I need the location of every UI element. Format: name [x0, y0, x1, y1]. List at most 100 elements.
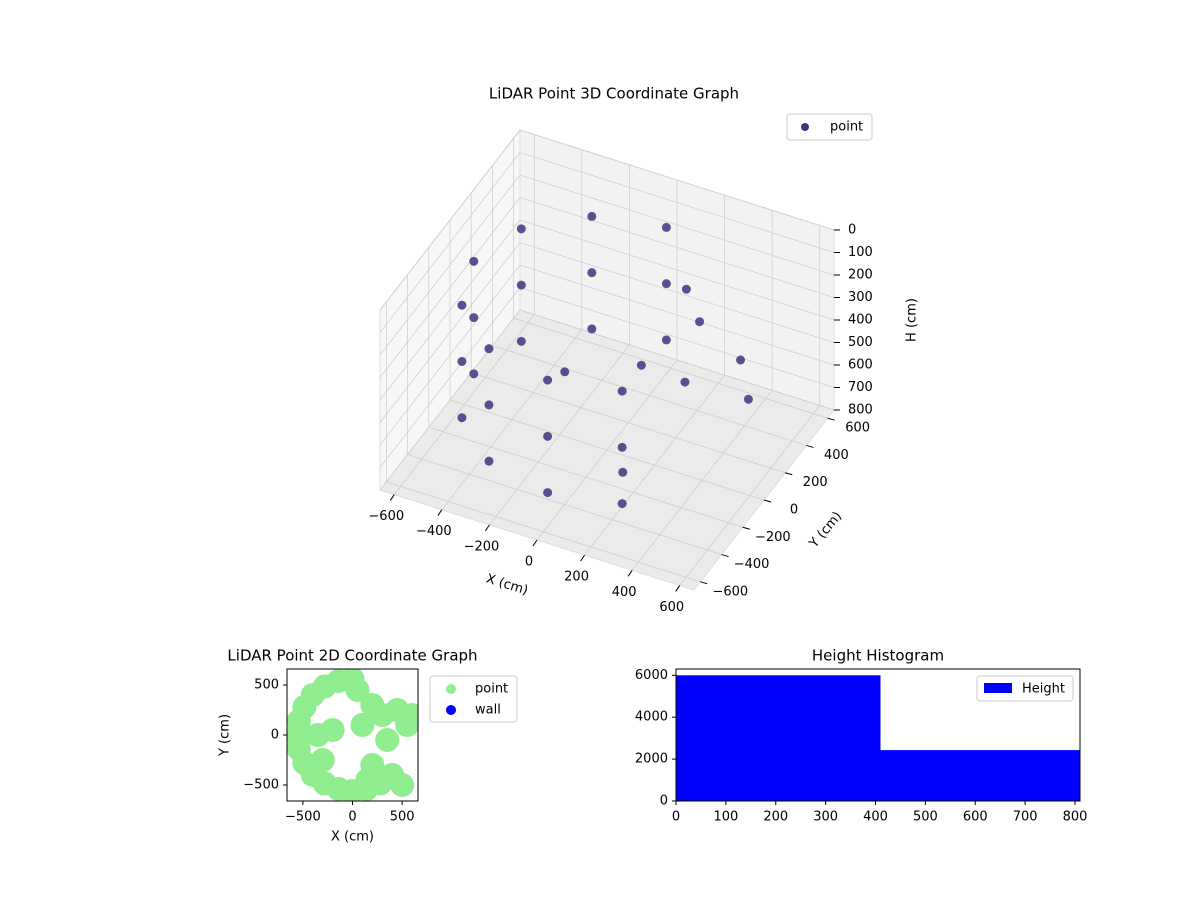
point	[661, 222, 671, 232]
point	[617, 499, 627, 509]
point	[617, 386, 627, 396]
point	[457, 300, 467, 310]
x-axis-label: X (cm)	[484, 572, 530, 599]
x-tick-label: 200	[763, 810, 788, 825]
point	[305, 723, 330, 747]
y-tick-label: −200	[755, 530, 791, 545]
point	[457, 413, 467, 423]
x-tick-label: −500	[285, 810, 321, 825]
y-tick-label: 500	[254, 678, 279, 693]
tick-mark	[437, 509, 443, 516]
chart-title: Height Histogram	[812, 647, 944, 665]
y-tick-label: −500	[243, 778, 279, 793]
grid-line	[379, 152, 521, 333]
grid-line	[379, 264, 521, 446]
y-tick-label: −600	[713, 584, 749, 599]
y-tick-label: 2000	[635, 752, 668, 767]
grid-line	[379, 129, 521, 311]
point	[736, 355, 746, 365]
grid-line	[519, 309, 835, 411]
tick-mark	[627, 570, 633, 577]
point	[469, 313, 479, 323]
legend-marker	[801, 123, 809, 131]
x-tick-label: 500	[390, 810, 415, 825]
point	[681, 284, 691, 294]
legend-label: point	[475, 682, 508, 697]
tick-mark	[785, 472, 793, 476]
x-tick-label: −400	[416, 524, 452, 539]
z-tick-label: 600	[848, 358, 873, 373]
tick-mark	[721, 554, 729, 558]
x-tick-label: 500	[913, 810, 938, 825]
legend-marker	[446, 705, 456, 715]
grid-line	[407, 454, 722, 555]
point	[587, 211, 597, 221]
chart-title: LiDAR Point 3D Coordinate Graph	[489, 85, 739, 103]
tick-mark	[389, 494, 395, 501]
y-tick-label: 6000	[635, 668, 668, 683]
point	[484, 456, 494, 466]
grid-line	[492, 345, 807, 446]
legend-label: point	[830, 120, 863, 135]
legend-label: wall	[475, 703, 501, 718]
point	[543, 375, 553, 385]
x-tick-label: 0	[672, 810, 680, 825]
grid-line	[471, 372, 786, 474]
grid-line	[379, 174, 521, 356]
point	[516, 336, 526, 346]
y-axis-label: Y (cm)	[218, 714, 233, 757]
x-tick-label: 700	[1013, 810, 1038, 825]
point	[617, 442, 627, 452]
grid-line	[513, 317, 828, 419]
bar	[676, 675, 881, 801]
x-tick-label: −200	[464, 539, 500, 554]
grid-line	[449, 399, 765, 501]
point	[560, 367, 570, 377]
chart-title: LiDAR Point 2D Coordinate Graph	[227, 647, 477, 665]
legend-box	[786, 113, 873, 141]
x-tick-label: 400	[863, 810, 888, 825]
point	[680, 377, 690, 387]
x-tick-label: −600	[368, 509, 404, 524]
grid-line	[519, 197, 835, 298]
y-tick-label: 0	[660, 794, 668, 809]
y-tick-label: 4000	[635, 710, 668, 725]
x-tick-label: 400	[612, 585, 637, 600]
y-tick-label: 400	[824, 448, 849, 463]
point	[661, 279, 671, 289]
tick-mark	[675, 585, 681, 592]
point	[484, 344, 494, 354]
grid-line	[519, 129, 835, 231]
tick-mark	[580, 554, 585, 562]
grid-line	[379, 287, 521, 468]
x-tick-label: 600	[659, 600, 684, 615]
point	[400, 703, 418, 727]
point	[469, 256, 479, 266]
point	[587, 324, 597, 334]
tick-mark	[827, 417, 835, 421]
z-axis-label: H (cm)	[905, 298, 920, 342]
point	[390, 773, 415, 797]
y-tick-label: 0	[790, 503, 798, 518]
legend-marker	[984, 683, 1012, 693]
point	[743, 394, 753, 404]
point	[543, 431, 553, 441]
point	[375, 728, 400, 752]
grid-line	[519, 287, 835, 388]
axes-frame	[675, 668, 1081, 802]
tick-mark	[485, 524, 490, 532]
legend-label: Height	[1022, 682, 1065, 697]
grid-line	[428, 426, 743, 528]
x-tick-label: 200	[564, 570, 589, 585]
legend-box	[976, 675, 1074, 702]
grid-line	[519, 264, 835, 366]
point	[543, 488, 553, 498]
y-tick-label: 600	[845, 421, 870, 436]
x-tick-label: 800	[1063, 810, 1088, 825]
bar	[880, 750, 1080, 801]
grid-line	[379, 309, 521, 491]
grid-line	[386, 481, 701, 583]
z-tick-label: 300	[848, 290, 873, 305]
